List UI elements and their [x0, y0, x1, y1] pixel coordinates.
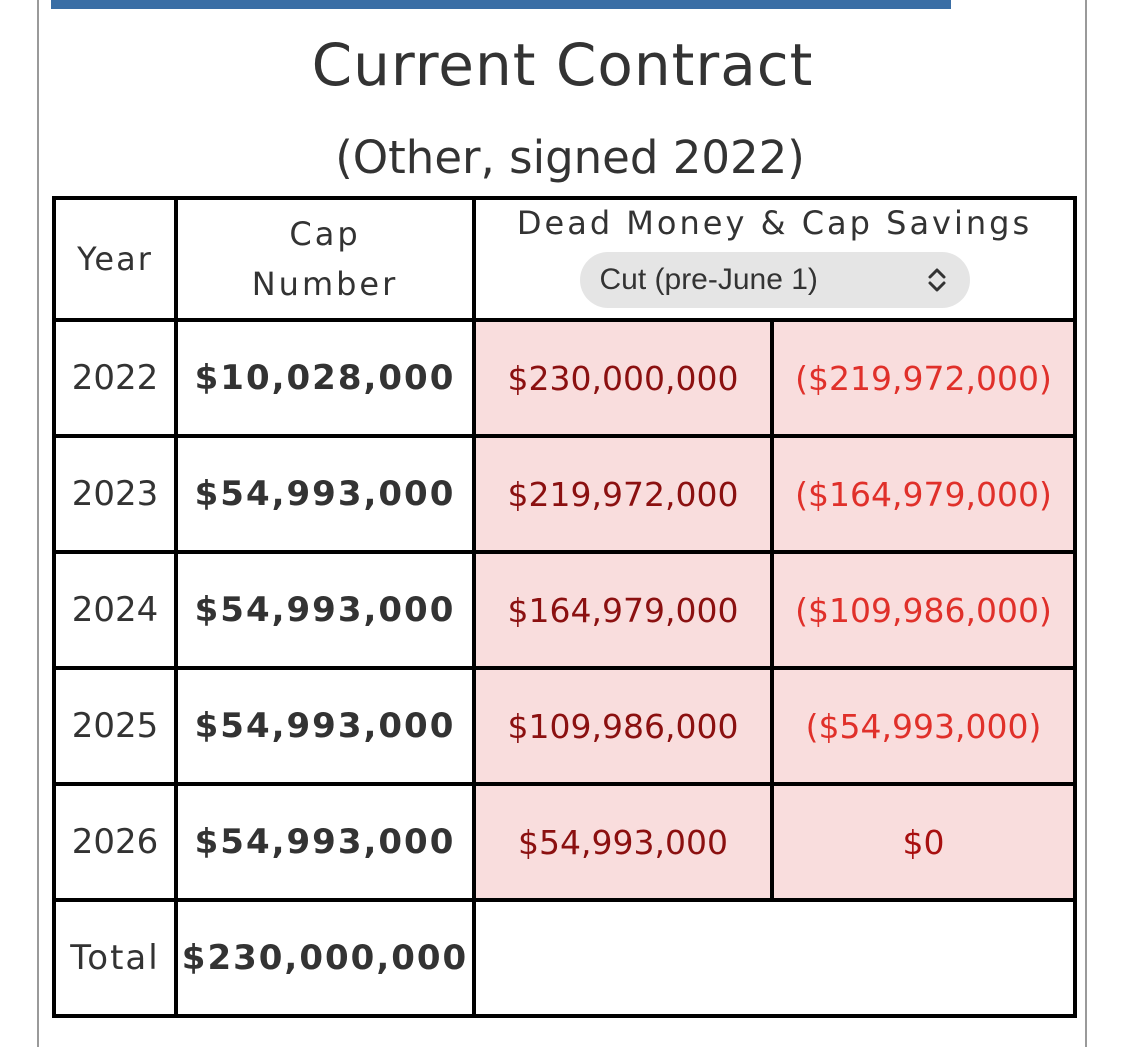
dead-money-cell: $109,986,000	[472, 666, 774, 786]
cap-savings-cell: ($164,979,000)	[769, 434, 1078, 554]
year-cell: 2025	[52, 666, 178, 786]
table-header-row: Year Cap Number Dead Money & Cap Savings…	[52, 196, 1078, 322]
total-cap-cell: $230,000,000	[174, 898, 476, 1018]
table-row: 2023 $54,993,000 $219,972,000 ($164,979,…	[52, 434, 1078, 554]
table-row: 2025 $54,993,000 $109,986,000 ($54,993,0…	[52, 666, 1078, 786]
chevron-up-down-icon	[928, 268, 945, 292]
year-cell: 2026	[52, 782, 178, 902]
dead-money-cell: $230,000,000	[472, 318, 774, 438]
cap-savings-cell: ($109,986,000)	[769, 550, 1078, 670]
total-label-cell: Total	[52, 898, 178, 1018]
scenario-select[interactable]: Cut (pre-June 1)	[579, 252, 970, 308]
column-header-cap-line1: Cap	[289, 215, 361, 253]
frame-right-border	[1085, 0, 1087, 1047]
accent-bar	[51, 0, 951, 9]
table-row: 2024 $54,993,000 $164,979,000 ($109,986,…	[52, 550, 1078, 670]
year-cell: 2024	[52, 550, 178, 670]
cap-number-cell: $10,028,000	[174, 318, 476, 438]
cap-number-cell: $54,993,000	[174, 782, 476, 902]
page-subtitle: (Other, signed 2022)	[335, 131, 805, 184]
dead-money-label: Dead Money & Cap Savings	[516, 204, 1033, 242]
dead-money-cell: $219,972,000	[472, 434, 774, 554]
cap-number-cell: $54,993,000	[174, 434, 476, 554]
cap-number-cell: $54,993,000	[174, 550, 476, 670]
column-header-cap-line2: Number	[251, 265, 399, 303]
total-row: Total $230,000,000	[52, 898, 1078, 1018]
page-title: Current Contract	[311, 31, 814, 99]
scenario-select-value: Cut (pre-June 1)	[599, 263, 818, 296]
cap-number-cell: $54,993,000	[174, 666, 476, 786]
table-row: 2022 $10,028,000 $230,000,000 ($219,972,…	[52, 318, 1078, 438]
dead-money-cell: $54,993,000	[472, 782, 774, 902]
cap-savings-cell: $0	[769, 782, 1078, 902]
cap-savings-cell: ($219,972,000)	[769, 318, 1078, 438]
table-row: 2026 $54,993,000 $54,993,000 $0	[52, 782, 1078, 902]
column-header-dead-money: Dead Money & Cap Savings Cut (pre-June 1…	[471, 196, 1078, 322]
year-cell: 2023	[52, 434, 178, 554]
dead-money-cell: $164,979,000	[472, 550, 774, 670]
frame-left-border	[37, 0, 39, 1047]
cap-savings-cell: ($54,993,000)	[769, 666, 1078, 786]
total-empty-cell	[471, 898, 1078, 1018]
contract-table: Year Cap Number Dead Money & Cap Savings…	[52, 196, 1078, 1018]
year-cell: 2022	[52, 318, 178, 438]
column-header-year: Year	[52, 196, 178, 322]
column-header-cap-number: Cap Number	[174, 196, 476, 322]
